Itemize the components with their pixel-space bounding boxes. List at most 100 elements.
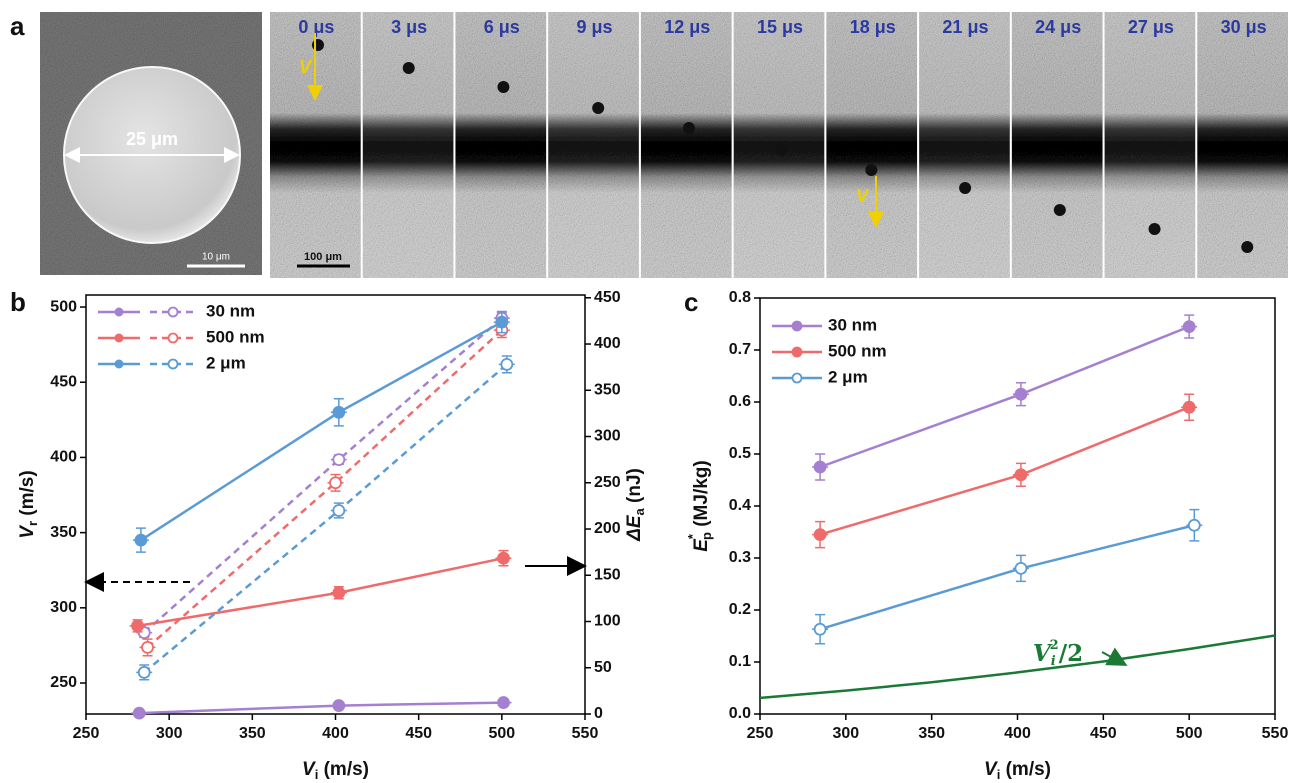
series-line [139, 701, 504, 715]
annotation-arrow [1101, 647, 1128, 666]
data-point [1014, 562, 1028, 575]
label-unit: (m/s) [1000, 759, 1051, 780]
frame-label: 30 μs [1221, 17, 1267, 37]
frame [455, 12, 547, 278]
y2-tick-label: 200 [594, 520, 621, 537]
frame-label: 3 μs [391, 17, 427, 37]
particle [775, 144, 788, 156]
label-unit: (m/s) [17, 470, 38, 521]
series-line [140, 320, 503, 542]
legend-swatch [791, 346, 803, 358]
data-point [500, 357, 514, 371]
image-panel: 25 μm 10 μm 0 μs 3 μs 6 μs 9 μs 12 μs 15 μs 18… [40, 12, 1288, 278]
frame [919, 12, 1010, 278]
y-tick-label: 0.5 [729, 445, 751, 462]
scale-label: 100 μm [304, 251, 342, 263]
label-subscript: a [632, 507, 647, 515]
data-point [813, 528, 827, 541]
data-point [332, 453, 346, 467]
scale-label: 10 μm [202, 252, 230, 263]
y2-tick-label: 350 [594, 381, 621, 398]
y-tick-label: 0.7 [729, 341, 751, 358]
data-point [141, 641, 154, 654]
particle [312, 39, 324, 51]
legend-label: 500 nm [206, 327, 265, 346]
x-tick-label: 500 [1176, 725, 1203, 742]
data-point [813, 622, 827, 636]
particle [959, 182, 972, 194]
label-subscript: i [997, 767, 1001, 782]
x-tick-label: 400 [322, 725, 349, 742]
y2-tick-label: 100 [594, 613, 621, 630]
frame [1197, 12, 1288, 278]
legend-label: 2 μm [828, 367, 868, 386]
legend-swatch [114, 333, 124, 343]
data-point [134, 533, 148, 547]
particle [865, 164, 878, 176]
data-point [497, 551, 510, 565]
label-subscript: r [25, 521, 40, 526]
frame-label: 15 μs [757, 17, 803, 37]
series-line [819, 524, 1195, 631]
curve [759, 634, 1276, 700]
axis-label: ΔEa (nJ) [624, 468, 647, 542]
y-tick-label: 350 [50, 524, 77, 541]
y-tick-label: 0.4 [729, 497, 751, 514]
plot-frame [85, 294, 586, 715]
label-unit: (MJ/kg) [691, 460, 712, 532]
y-tick-label: 250 [50, 674, 77, 691]
frame [1011, 12, 1103, 278]
x-tick-label: 250 [73, 725, 100, 742]
label-subscript: i [315, 767, 319, 782]
legend-label: 30 nm [828, 315, 877, 334]
particle [497, 81, 510, 93]
label-superscript: * [685, 533, 700, 539]
axis-label: Vr (m/s) [17, 470, 40, 538]
label-unit: (nJ) [624, 468, 645, 508]
particle [1053, 204, 1066, 216]
data-point [332, 586, 346, 600]
legend-swatch [167, 332, 179, 344]
label-symbol: V [17, 525, 38, 539]
panel-label: a [10, 11, 25, 41]
label-subscript: i [1051, 654, 1056, 669]
x-tick-label: 400 [1004, 725, 1031, 742]
y2-tick-label: 0 [594, 705, 603, 722]
velocity-label: V [299, 57, 313, 77]
data-point [332, 699, 346, 712]
frame-label: 9 μs [577, 17, 613, 37]
series-line [143, 317, 503, 634]
y2-tick-label: 450 [594, 289, 621, 306]
y-tick-label: 0.0 [729, 705, 751, 722]
y-tick-label: 0.8 [729, 289, 751, 306]
y-tick-label: 0.3 [729, 549, 751, 566]
data-point [137, 665, 151, 679]
x-tick-label: 450 [1090, 725, 1117, 742]
y2-tick-label: 150 [594, 566, 621, 583]
velocity-label: V [856, 186, 870, 206]
label-symbol: V [302, 759, 316, 780]
series-line [143, 363, 508, 674]
legend-swatch [791, 372, 803, 384]
panel-label: b [10, 287, 26, 317]
frame-label: 12 μs [664, 17, 710, 37]
label-symbol: V [984, 759, 998, 780]
label-symbol: V [1033, 640, 1053, 667]
y-tick-label: 0.2 [729, 601, 751, 618]
data-point [131, 619, 144, 633]
data-point [1014, 468, 1028, 482]
frame-label: 0 μs [298, 17, 334, 37]
y-tick-label: 400 [50, 449, 77, 466]
x-tick-label: 350 [918, 725, 945, 742]
x-tick-label: 300 [832, 725, 859, 742]
legend-label: 30 nm [206, 301, 255, 320]
x-tick-label: 450 [405, 725, 432, 742]
series-line [819, 406, 1190, 536]
particle [592, 102, 605, 114]
y-tick-label: 0.1 [729, 653, 751, 670]
axis-label: Vi (m/s) [984, 759, 1051, 782]
particle [1148, 223, 1161, 235]
label-subscript: p [699, 532, 714, 540]
y2-tick-label: 250 [594, 474, 621, 491]
frame [826, 12, 918, 278]
